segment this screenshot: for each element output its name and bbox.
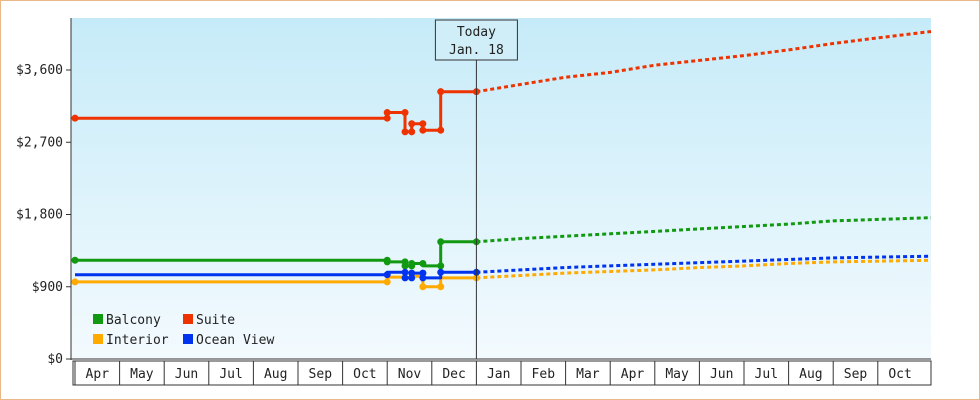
legend-label: Interior (106, 333, 169, 348)
data-point (437, 268, 445, 276)
data-point (419, 269, 427, 277)
x-tick-label: Jan (487, 367, 510, 382)
series-suite (71, 30, 932, 136)
data-point (437, 262, 445, 270)
legend: Balcony Suite Interior Ocean View (93, 313, 274, 348)
y-tick-label: $900 (32, 280, 63, 295)
data-point (419, 274, 427, 282)
x-tick-label: Oct (888, 367, 911, 382)
x-tick-label: Sep (309, 367, 333, 382)
x-tick-label: Mar (576, 367, 600, 382)
data-point (437, 283, 445, 291)
data-point (401, 274, 409, 282)
series-balcony (71, 216, 932, 270)
data-point (71, 256, 79, 264)
today-marker: Today Jan. 18 (434, 19, 518, 359)
legend-label: Ocean View (196, 333, 274, 348)
x-tick-label: Apr (621, 367, 645, 382)
x-tick-label: Jul (755, 367, 778, 382)
series-group (71, 30, 932, 291)
x-tick-label: May (665, 367, 689, 382)
x-tick-label: Feb (532, 367, 556, 382)
x-tick-label: Nov (398, 367, 422, 382)
legend-swatch (93, 334, 103, 344)
x-axis-band (72, 360, 932, 386)
data-point (401, 128, 409, 136)
data-point (419, 126, 427, 134)
data-point (383, 271, 391, 279)
plot-area (71, 18, 931, 359)
forecast-line (476, 258, 932, 280)
data-point (408, 128, 416, 136)
x-tick-label: Jun (175, 367, 198, 382)
forecast-line (476, 30, 932, 94)
data-point (419, 259, 427, 267)
y-tick-label: $3,600 (16, 63, 63, 78)
data-point (408, 120, 416, 128)
legend-label: Balcony (106, 313, 161, 328)
data-point (408, 269, 416, 277)
data-point (437, 126, 445, 134)
x-tick-label: Dec (442, 367, 465, 382)
data-point (419, 120, 427, 128)
data-point (71, 114, 79, 122)
data-point (408, 259, 416, 267)
y-axis: $0 $900 $1,800 $2,700 $3,600 (16, 18, 931, 367)
x-tick-label: Aug (264, 367, 287, 382)
data-point (408, 274, 416, 282)
data-point (437, 88, 445, 96)
y-tick-label: $1,800 (16, 208, 63, 223)
data-point (383, 278, 391, 286)
data-point (383, 114, 391, 122)
x-axis: Apr May Jun Jul Aug Sep Oct Nov Dec Jan Feb Mar Apr M… (72, 360, 932, 386)
data-point (401, 268, 409, 276)
data-point (401, 109, 409, 117)
forecast-line (476, 254, 932, 274)
y-tick-label: $0 (47, 352, 63, 367)
data-point (383, 109, 391, 117)
legend-swatch (93, 314, 103, 324)
series-ocean-view (75, 254, 932, 282)
y-tick-label: $2,700 (16, 135, 63, 150)
today-date: Jan. 18 (449, 43, 504, 58)
data-point (419, 283, 427, 291)
x-tick-label: Jul (219, 367, 242, 382)
data-point (437, 238, 445, 246)
x-tick-label: May (130, 367, 154, 382)
x-tick-label: Jun (710, 367, 733, 382)
data-point (383, 258, 391, 266)
x-tick-label: Oct (353, 367, 376, 382)
legend-label: Suite (196, 313, 235, 328)
legend-swatch (183, 334, 193, 344)
data-point (71, 278, 79, 286)
legend-swatch (183, 314, 193, 324)
x-tick-label: Sep (844, 367, 868, 382)
today-label-box (434, 19, 518, 61)
data-point (401, 262, 409, 270)
today-label: Today (457, 25, 496, 40)
x-tick-label: Aug (799, 367, 822, 382)
x-tick-label: Apr (86, 367, 110, 382)
